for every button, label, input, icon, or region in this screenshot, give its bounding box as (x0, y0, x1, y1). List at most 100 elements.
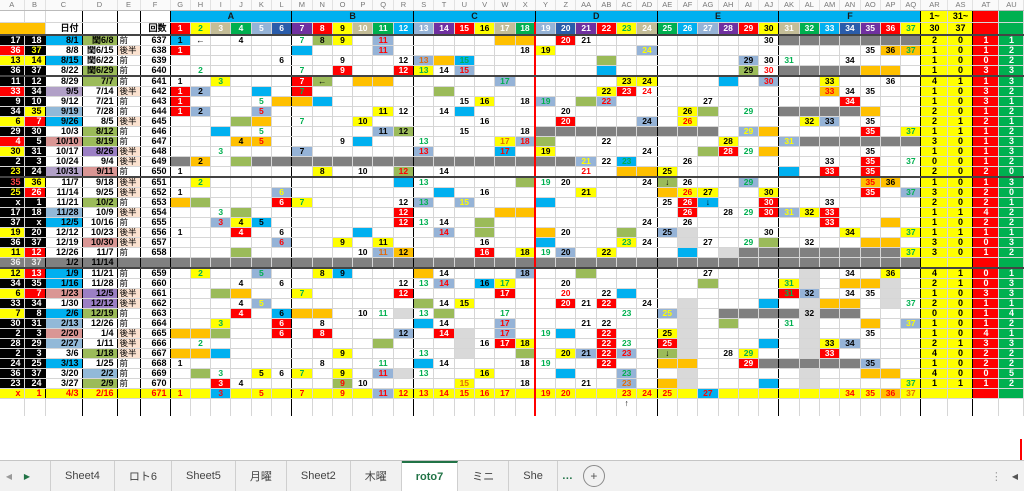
grid-cell[interactable]: 20 (555, 35, 577, 46)
round-number-cell[interactable]: 668 (139, 358, 171, 369)
grid-cell[interactable] (575, 207, 597, 218)
grid-cell[interactable] (494, 207, 516, 218)
grid-cell[interactable] (170, 116, 191, 127)
grid-cell[interactable] (494, 166, 516, 178)
grid-cell[interactable] (393, 35, 415, 46)
grid-cell[interactable] (799, 166, 821, 178)
count-red-cell[interactable]: 2 (972, 187, 1000, 198)
grid-cell[interactable] (433, 86, 455, 97)
grid-cell[interactable] (372, 348, 394, 359)
grid-cell[interactable] (778, 368, 800, 379)
pair-b-cell[interactable]: 18 (24, 35, 46, 46)
grid-cell[interactable] (839, 197, 861, 208)
draw-date-cell[interactable]: 1/2 (44, 257, 83, 269)
half-cell[interactable]: 後半 (117, 45, 141, 56)
column-letter-AO[interactable]: AO (860, 0, 881, 11)
count-high-cell[interactable]: 1 (947, 207, 974, 218)
grid-cell[interactable]: 16 (474, 96, 496, 107)
grid-cell[interactable] (454, 187, 475, 198)
grid-cell[interactable]: 26 (677, 106, 699, 117)
grid-cell[interactable]: 20 (555, 227, 577, 238)
grid-cell[interactable] (880, 338, 902, 349)
count-green-cell[interactable]: 2 (998, 106, 1024, 117)
grid-cell[interactable] (413, 288, 435, 299)
grid-cell[interactable] (738, 86, 760, 97)
grid-cell[interactable]: 29 (738, 55, 760, 66)
count-green-cell[interactable]: 2 (998, 247, 1024, 258)
grid-cell[interactable]: 26 (677, 116, 699, 127)
grid-cell[interactable] (555, 368, 577, 379)
grid-cell[interactable] (210, 257, 232, 269)
grid-cell[interactable]: 19 (535, 96, 557, 107)
lunar-date-cell[interactable]: 9/4 (81, 156, 118, 167)
grid-cell[interactable]: 3 (210, 368, 232, 379)
grid-cell[interactable] (251, 328, 272, 339)
grid-cell[interactable] (880, 257, 902, 269)
count-red-cell[interactable]: 1 (972, 378, 1000, 389)
grid-cell[interactable] (291, 268, 313, 279)
column-letter-V[interactable]: V (474, 0, 496, 11)
grid-cell[interactable] (799, 197, 821, 208)
grid-cell[interactable]: 16 (474, 278, 496, 289)
grid-cell[interactable] (352, 278, 374, 289)
count-low-cell[interactable]: 0 (920, 156, 949, 167)
count-red-cell[interactable] (972, 388, 1000, 399)
column-letter-AQ[interactable]: AQ (900, 0, 922, 11)
grid-cell[interactable] (210, 65, 232, 77)
grid-cell[interactable] (474, 35, 496, 46)
grid-cell[interactable] (860, 318, 881, 329)
column-letter-AJ[interactable]: AJ (758, 0, 780, 11)
grid-cell[interactable] (900, 217, 922, 228)
count-green-cell[interactable]: 1 (998, 116, 1024, 127)
grid-cell[interactable] (251, 227, 272, 238)
grid-cell[interactable] (474, 318, 496, 329)
grid-cell[interactable] (596, 166, 618, 178)
grid-cell[interactable] (636, 328, 658, 339)
grid-cell[interactable] (332, 106, 354, 117)
grid-cell[interactable] (372, 116, 394, 127)
grid-cell[interactable]: 35 (860, 166, 881, 178)
grid-cell[interactable]: 14 (433, 268, 455, 279)
grid-cell[interactable] (718, 86, 739, 97)
grid-cell[interactable] (880, 227, 902, 238)
grid-cell[interactable] (697, 348, 719, 359)
half-cell[interactable]: 前 (117, 136, 141, 147)
grid-cell[interactable] (210, 35, 232, 46)
grid-cell[interactable] (332, 76, 354, 87)
count-red-cell[interactable]: 3 (972, 96, 1000, 107)
pair-a-cell[interactable]: 17 (0, 207, 25, 218)
grid-cell[interactable]: 35 (860, 328, 881, 339)
half-cell[interactable]: 前 (117, 358, 141, 369)
count-high-cell[interactable]: 0 (947, 65, 974, 77)
number-header-16[interactable]: 16 (474, 22, 496, 36)
grid-cell[interactable] (230, 86, 252, 97)
grid-cell[interactable]: 32 (799, 207, 821, 218)
half-cell[interactable]: 前 (117, 278, 141, 289)
lunar-date-cell[interactable]: 12/12 (81, 298, 118, 309)
grid-cell[interactable] (515, 348, 537, 359)
round-number-cell[interactable]: 652 (139, 187, 171, 198)
grid-cell[interactable] (697, 65, 719, 77)
draw-date-cell[interactable]: 8/22 (44, 65, 83, 77)
pair-a-cell[interactable]: 30 (0, 146, 25, 157)
number-header-26[interactable]: 26 (677, 22, 699, 36)
count-high-cell[interactable]: 0 (947, 187, 974, 198)
grid-cell[interactable] (433, 126, 455, 137)
grid-cell[interactable] (657, 136, 678, 147)
count-low-cell[interactable]: 1 (920, 146, 949, 157)
grid-cell[interactable]: 2 (190, 106, 212, 117)
grid-cell[interactable] (880, 136, 902, 147)
grid-cell[interactable] (312, 106, 333, 117)
grid-cell[interactable] (697, 278, 719, 289)
grid-cell[interactable] (332, 187, 354, 198)
grid-cell[interactable] (454, 116, 475, 127)
pair-a-cell[interactable]: 12 (0, 268, 25, 279)
grid-cell[interactable] (291, 298, 313, 309)
grid-cell[interactable] (839, 348, 861, 359)
grid-cell[interactable] (819, 55, 841, 66)
grid-cell[interactable] (555, 65, 577, 77)
grid-cell[interactable]: 17 (494, 318, 516, 329)
grid-cell[interactable] (819, 237, 841, 248)
grid-cell[interactable] (393, 136, 415, 147)
grid-cell[interactable] (291, 318, 313, 329)
